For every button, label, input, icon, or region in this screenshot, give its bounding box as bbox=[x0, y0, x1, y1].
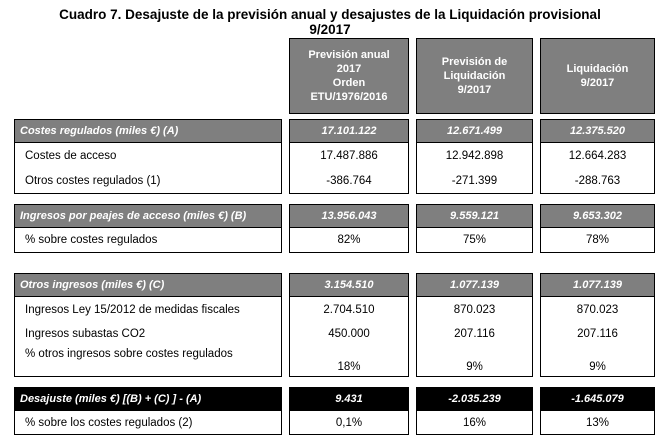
title-line-2: 9/2017 bbox=[309, 22, 351, 37]
column-header-liquidacion: Liquidación 9/2017 bbox=[540, 38, 655, 114]
section-ingresos-peajes-col3: 9.653.302 78% bbox=[540, 204, 655, 253]
cell-value: -288.763 bbox=[574, 174, 621, 187]
section-costes-label-box: Costes regulados (miles €) (A) Costes de… bbox=[14, 119, 282, 194]
column-header-line: ETU/1976/2016 bbox=[310, 91, 388, 103]
title-line-1: Cuadro 7. Desajuste de la previsión anua… bbox=[59, 7, 601, 22]
cell-value: 75% bbox=[462, 234, 487, 246]
cell-value: 0,1% bbox=[335, 416, 363, 429]
section-costes-col3: 12.375.520 12.664.283 -288.763 bbox=[540, 119, 655, 194]
cell-value: 870.023 bbox=[453, 303, 496, 316]
row-label: % otros ingresos sobre costes regulados bbox=[25, 348, 233, 360]
section-costes-col2: 12.671.499 12.942.898 -271.399 bbox=[416, 119, 533, 194]
cell-value: 450.000 bbox=[328, 327, 370, 340]
column-header-line: Liquidación bbox=[566, 63, 629, 75]
section-header-value: 3.154.510 bbox=[290, 274, 408, 297]
column-header-line: Orden bbox=[332, 77, 366, 89]
section-header-value: -1.645.079 bbox=[541, 388, 654, 411]
section-costes-col1: 17.101.122 17.487.886 -386.764 bbox=[289, 119, 409, 194]
section-header-value: 9.559.121 bbox=[417, 205, 532, 228]
cell-value: 12.664.283 bbox=[568, 149, 627, 162]
cell-value: 13% bbox=[585, 416, 610, 429]
cell-value: 870.023 bbox=[576, 303, 619, 316]
section-header-value: 9.431 bbox=[290, 388, 408, 411]
cell-value: 207.116 bbox=[454, 327, 495, 340]
column-header-prevision-anual: Previsión anual 2017 Orden ETU/1976/2016 bbox=[289, 38, 409, 114]
section-header-label: Ingresos por peajes de acceso (miles €) … bbox=[15, 205, 281, 228]
section-desajuste-col3: -1.645.079 13% bbox=[540, 387, 655, 435]
section-ingresos-peajes-label-box: Ingresos por peajes de acceso (miles €) … bbox=[14, 204, 282, 253]
row-label: % sobre costes regulados bbox=[25, 234, 158, 246]
row-label: Ingresos Ley 15/2012 de medidas fiscales bbox=[25, 303, 240, 316]
cell-value: 82% bbox=[337, 234, 361, 246]
section-otros-ingresos-col3: 1.077.139 870.023 207.116 9% bbox=[540, 273, 655, 377]
section-desajuste-col2: -2.035.239 16% bbox=[416, 387, 533, 435]
column-header-prevision-liquidacion: Previsión de Liquidación 9/2017 bbox=[416, 38, 533, 114]
section-header-value: -2.035.239 bbox=[417, 388, 532, 411]
column-header-line: Previsión anual bbox=[308, 49, 390, 61]
cell-value: 17.487.886 bbox=[320, 149, 378, 162]
column-header-line: Previsión de bbox=[441, 56, 508, 68]
section-header-value: 17.101.122 bbox=[290, 120, 408, 143]
row-label: % sobre los costes regulados (2) bbox=[25, 416, 193, 429]
cell-value: 9% bbox=[589, 360, 606, 373]
cell-value: 16% bbox=[462, 416, 487, 429]
row-label: Costes de acceso bbox=[25, 149, 117, 162]
section-header-value: 1.077.139 bbox=[541, 274, 654, 297]
section-header-value: 9.653.302 bbox=[541, 205, 654, 228]
section-header-label: Costes regulados (miles €) (A) bbox=[15, 120, 281, 143]
table-title: Cuadro 7. Desajuste de la previsión anua… bbox=[0, 7, 660, 37]
section-otros-ingresos-col1: 3.154.510 2.704.510 450.000 18% bbox=[289, 273, 409, 377]
section-desajuste-label-box: Desajuste (miles €) [(B) + (C) ] - (A) %… bbox=[14, 387, 282, 435]
cell-value: 78% bbox=[585, 234, 610, 246]
section-ingresos-peajes-col1: 13.956.043 82% bbox=[289, 204, 409, 253]
section-header-label: Desajuste (miles €) [(B) + (C) ] - (A) bbox=[15, 388, 281, 411]
section-header-value: 1.077.139 bbox=[417, 274, 532, 297]
cell-value: -386.764 bbox=[326, 174, 372, 187]
cell-value: 2.704.510 bbox=[323, 303, 375, 316]
column-header-line: 2017 bbox=[336, 63, 362, 75]
column-header-line: Liquidación bbox=[443, 70, 506, 82]
section-desajuste-col1: 9.431 0,1% bbox=[289, 387, 409, 435]
cell-value: 12.942.898 bbox=[445, 149, 504, 162]
section-otros-ingresos-col2: 1.077.139 870.023 207.116 9% bbox=[416, 273, 533, 377]
cell-value: 207.116 bbox=[577, 327, 618, 340]
section-header-value: 12.375.520 bbox=[541, 120, 654, 143]
column-header-line: 9/2017 bbox=[457, 84, 492, 96]
section-ingresos-peajes-col2: 9.559.121 75% bbox=[416, 204, 533, 253]
cell-value: -271.399 bbox=[451, 174, 498, 187]
cell-value: 9% bbox=[466, 360, 483, 373]
cell-value: 18% bbox=[337, 360, 361, 373]
section-otros-ingresos-label-box: Otros ingresos (miles €) (C) Ingresos Le… bbox=[14, 273, 282, 377]
section-header-label: Otros ingresos (miles €) (C) bbox=[15, 274, 281, 297]
column-header-line: 9/2017 bbox=[580, 77, 615, 89]
section-header-value: 12.671.499 bbox=[417, 120, 532, 143]
row-label: Ingresos subastas CO2 bbox=[25, 327, 146, 340]
row-label: Otros costes regulados (1) bbox=[25, 174, 161, 187]
section-header-value: 13.956.043 bbox=[290, 205, 408, 228]
